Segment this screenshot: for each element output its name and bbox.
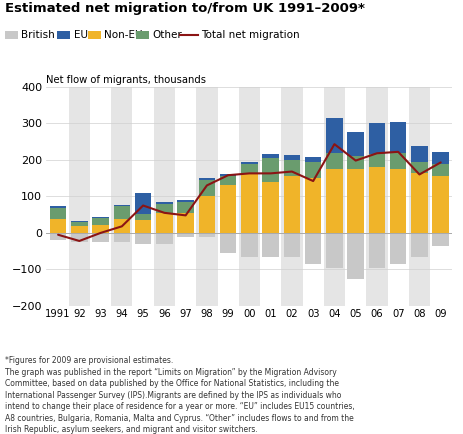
- Bar: [368, 233, 384, 268]
- Bar: [198, 180, 215, 196]
- Text: Total net migration: Total net migration: [201, 30, 300, 40]
- Text: Net flow of migrants, thousands: Net flow of migrants, thousands: [46, 75, 206, 85]
- Bar: [325, 152, 342, 169]
- Bar: [135, 194, 151, 214]
- Bar: [389, 233, 406, 264]
- Bar: [432, 176, 448, 233]
- Bar: [113, 206, 130, 219]
- Bar: [410, 173, 427, 233]
- Bar: [219, 185, 236, 233]
- Bar: [323, 87, 344, 306]
- Text: Estimated net migration to/from UK 1991–2009*: Estimated net migration to/from UK 1991–…: [5, 2, 364, 15]
- Bar: [177, 202, 194, 213]
- Bar: [241, 162, 257, 164]
- Bar: [283, 233, 300, 256]
- Bar: [241, 174, 257, 233]
- Bar: [71, 222, 88, 227]
- Bar: [432, 152, 448, 164]
- Bar: [135, 233, 151, 244]
- Bar: [156, 213, 172, 233]
- Bar: [113, 219, 130, 233]
- Bar: [219, 233, 236, 253]
- Bar: [304, 233, 321, 264]
- Bar: [325, 118, 342, 152]
- Bar: [304, 178, 321, 233]
- Bar: [50, 233, 66, 240]
- Bar: [177, 200, 194, 202]
- Bar: [365, 87, 387, 306]
- Bar: [111, 87, 132, 306]
- Bar: [196, 87, 217, 306]
- Bar: [153, 87, 175, 306]
- Bar: [410, 162, 427, 173]
- Bar: [262, 182, 278, 233]
- Bar: [304, 157, 321, 162]
- Bar: [262, 154, 278, 158]
- Bar: [92, 217, 109, 218]
- Bar: [368, 155, 384, 167]
- Bar: [92, 218, 109, 225]
- Bar: [304, 162, 321, 178]
- Bar: [135, 214, 151, 220]
- Bar: [283, 155, 300, 160]
- Bar: [281, 87, 302, 306]
- Bar: [347, 156, 363, 169]
- Bar: [50, 219, 66, 233]
- Bar: [347, 132, 363, 156]
- Bar: [50, 206, 66, 208]
- Bar: [71, 227, 88, 233]
- Bar: [262, 158, 278, 182]
- Bar: [156, 202, 172, 204]
- Bar: [238, 87, 259, 306]
- Bar: [198, 196, 215, 233]
- Bar: [92, 225, 109, 233]
- Bar: [408, 87, 429, 306]
- Bar: [283, 160, 300, 176]
- Bar: [177, 233, 194, 237]
- Bar: [219, 174, 236, 176]
- Bar: [50, 208, 66, 219]
- Bar: [347, 233, 363, 279]
- Text: British: British: [21, 30, 55, 40]
- Text: Non-EU: Non-EU: [104, 30, 142, 40]
- Bar: [432, 164, 448, 176]
- Bar: [156, 233, 172, 244]
- Bar: [198, 233, 215, 237]
- Bar: [69, 87, 90, 306]
- Bar: [262, 233, 278, 256]
- Bar: [198, 178, 215, 180]
- Bar: [389, 152, 406, 169]
- Bar: [92, 233, 109, 242]
- Bar: [71, 221, 88, 222]
- Bar: [389, 169, 406, 233]
- Bar: [368, 123, 384, 155]
- Bar: [432, 233, 448, 246]
- Bar: [113, 233, 130, 242]
- Bar: [113, 205, 130, 206]
- Text: *Figures for 2009 are provisional estimates.
The graph was published in the repo: *Figures for 2009 are provisional estima…: [5, 356, 354, 434]
- Bar: [368, 167, 384, 233]
- Bar: [410, 233, 427, 256]
- Bar: [241, 233, 257, 256]
- Bar: [241, 164, 257, 174]
- Text: EU: EU: [74, 30, 88, 40]
- Bar: [283, 176, 300, 233]
- Bar: [389, 122, 406, 152]
- Text: Other: Other: [152, 30, 182, 40]
- Bar: [347, 169, 363, 233]
- Bar: [410, 146, 427, 162]
- Bar: [135, 220, 151, 233]
- Bar: [325, 233, 342, 268]
- Bar: [71, 233, 88, 242]
- Bar: [219, 176, 236, 185]
- Bar: [325, 169, 342, 233]
- Bar: [156, 204, 172, 213]
- Bar: [177, 213, 194, 233]
